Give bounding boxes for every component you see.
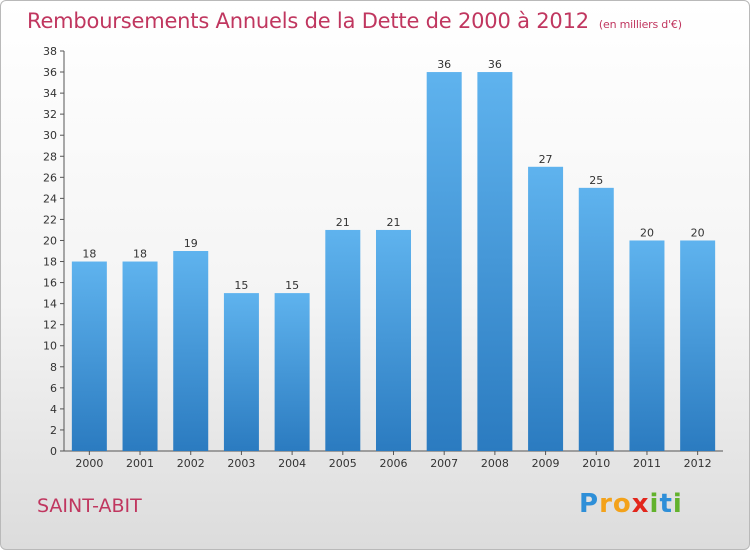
bar — [426, 72, 462, 451]
x-tick-label: 2002 — [177, 457, 205, 470]
bar — [274, 293, 310, 451]
bar-value-label: 27 — [539, 153, 553, 166]
y-tick-label: 16 — [43, 277, 57, 290]
x-tick-label: 2000 — [75, 457, 103, 470]
y-tick-label: 8 — [50, 361, 57, 374]
logo-letter: o — [612, 489, 632, 519]
y-tick-label: 2 — [50, 424, 57, 437]
bar-value-label: 20 — [640, 226, 654, 239]
logo-letter: r — [599, 489, 613, 519]
chart-unit: (en milliers d'€) — [598, 18, 682, 31]
bar-value-label: 18 — [82, 248, 96, 261]
y-tick-label: 4 — [50, 403, 57, 416]
bar — [71, 261, 107, 451]
commune-name: SAINT-ABIT — [37, 495, 142, 517]
x-tick-label: 2006 — [380, 457, 408, 470]
y-tick-label: 24 — [43, 192, 57, 205]
logo-letter: P — [579, 489, 600, 519]
x-tick-label: 2001 — [126, 457, 154, 470]
bar-value-label: 15 — [285, 279, 299, 292]
logo-letter: x — [631, 489, 650, 519]
y-tick-label: 10 — [43, 340, 57, 353]
logo-letter: i — [672, 489, 683, 519]
bar — [578, 187, 614, 451]
bar-value-label: 19 — [184, 237, 198, 250]
bar-value-label: 25 — [589, 174, 603, 187]
x-tick-label: 2011 — [633, 457, 661, 470]
bar-value-label: 36 — [437, 58, 451, 71]
y-tick-label: 36 — [43, 66, 57, 79]
bar-value-label: 18 — [133, 248, 147, 261]
bar — [122, 261, 158, 451]
bar-value-label: 20 — [691, 226, 705, 239]
bar — [173, 251, 209, 451]
chart-title-block: Remboursements Annuels de la Dette de 20… — [27, 9, 682, 33]
proxiti-logo: Proxiti — [579, 489, 683, 519]
logo-letter: i — [649, 489, 660, 519]
y-tick-label: 12 — [43, 319, 57, 332]
y-tick-label: 28 — [43, 150, 57, 163]
y-tick-label: 18 — [43, 256, 57, 269]
bar — [680, 240, 716, 451]
x-tick-label: 2010 — [582, 457, 610, 470]
bar-value-label: 21 — [336, 216, 350, 229]
y-tick-label: 38 — [43, 45, 57, 58]
chart-title: Remboursements Annuels de la Dette de 20… — [27, 9, 589, 33]
bar — [325, 229, 361, 451]
bar — [477, 72, 513, 451]
y-tick-label: 32 — [43, 108, 57, 121]
y-tick-label: 0 — [50, 445, 57, 458]
bar — [528, 166, 564, 451]
bar-value-label: 15 — [234, 279, 248, 292]
y-tick-label: 6 — [50, 382, 57, 395]
x-tick-label: 2007 — [430, 457, 458, 470]
y-tick-label: 22 — [43, 213, 57, 226]
y-tick-label: 26 — [43, 171, 57, 184]
x-tick-label: 2009 — [532, 457, 560, 470]
x-tick-label: 2003 — [227, 457, 255, 470]
logo-letter: t — [659, 489, 673, 519]
y-tick-label: 34 — [43, 87, 57, 100]
bar — [629, 240, 665, 451]
x-tick-label: 2008 — [481, 457, 509, 470]
bar-value-label: 36 — [488, 58, 502, 71]
bar — [376, 229, 411, 451]
y-tick-label: 14 — [43, 298, 57, 311]
bar — [223, 293, 259, 451]
x-tick-label: 2005 — [329, 457, 357, 470]
x-tick-label: 2012 — [684, 457, 712, 470]
y-tick-label: 20 — [43, 234, 57, 247]
y-tick-label: 30 — [43, 129, 57, 142]
x-tick-label: 2004 — [278, 457, 306, 470]
bar-value-label: 21 — [387, 216, 401, 229]
